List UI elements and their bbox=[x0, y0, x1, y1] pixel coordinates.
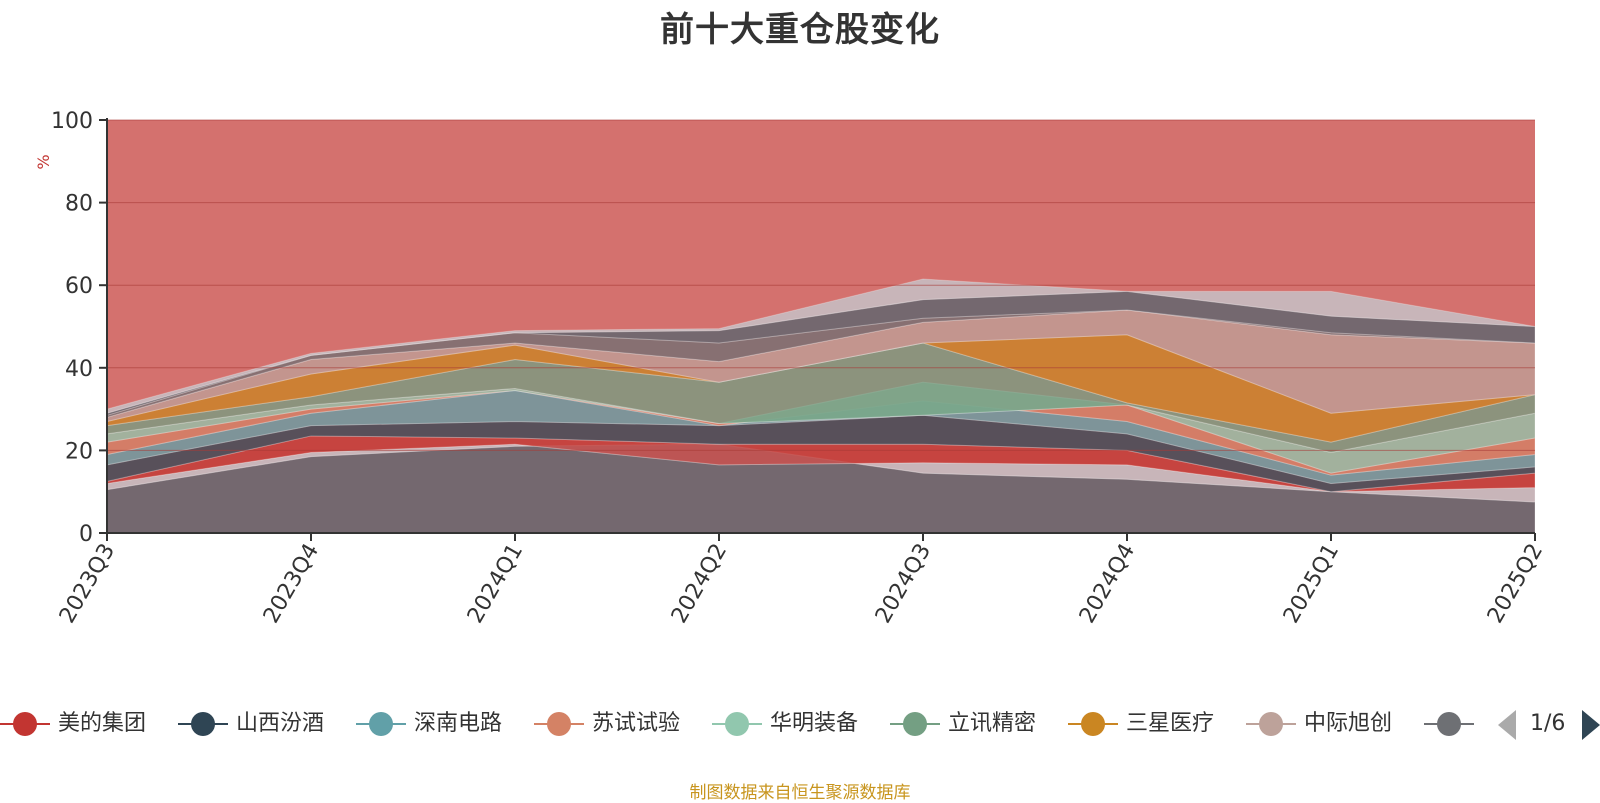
legend-dot-icon bbox=[1437, 712, 1461, 736]
legend-label: 三星医疗 bbox=[1126, 711, 1215, 736]
y-tick-label: 20 bbox=[65, 439, 93, 464]
x-tick-labels: 2023Q3 2023Q4 2024Q1 2024Q2 2024Q3 2024Q4 2025… bbox=[55, 540, 1548, 628]
area-bands bbox=[106, 278, 1536, 534]
legend-dot-icon bbox=[191, 712, 215, 736]
grid-lines bbox=[107, 119, 1535, 451]
legend-items: 美的集团 山西汾酒 深南电路 苏试试验 华明装备 立讯精密 三星医疗 中际旭创 洋河股份 bbox=[0, 704, 1482, 744]
legend-item[interactable]: 洋河股份 bbox=[1424, 704, 1482, 744]
legend-pager: 1/6 bbox=[1498, 704, 1600, 744]
x-tick-label: 2024Q1 bbox=[463, 540, 528, 628]
y-axis-label: % bbox=[34, 154, 53, 169]
legend-item[interactable]: 立讯精密 bbox=[890, 704, 1060, 744]
pager-prev-icon[interactable] bbox=[1498, 710, 1516, 740]
axes bbox=[99, 118, 1536, 541]
legend-dot-icon bbox=[369, 712, 393, 736]
legend-dot-icon bbox=[1081, 712, 1105, 736]
legend-label: 立讯精密 bbox=[948, 711, 1037, 736]
x-tick-label: 2023Q3 bbox=[55, 540, 120, 628]
pager-next-icon[interactable] bbox=[1582, 710, 1600, 740]
x-tick-label: 2024Q2 bbox=[667, 540, 732, 628]
pager-page-text: 1/6 bbox=[1530, 711, 1566, 736]
area-band-2 bbox=[106, 435, 1536, 493]
legend-dot-icon bbox=[1259, 712, 1283, 736]
y-tick-labels: 0 20 40 60 80 100 bbox=[51, 109, 93, 547]
legend-dot-icon bbox=[13, 712, 37, 736]
legend-item[interactable]: 华明装备 bbox=[712, 704, 882, 744]
legend-label: 苏试试验 bbox=[592, 711, 681, 736]
y-tick-label: 40 bbox=[65, 357, 93, 382]
area-band-8 bbox=[106, 334, 1536, 443]
legend-item[interactable]: 深南电路 bbox=[356, 704, 526, 744]
legend-dot-icon bbox=[547, 712, 571, 736]
legend-item[interactable]: 美的集团 bbox=[0, 704, 170, 744]
area-band-3 bbox=[106, 414, 1536, 493]
legend-label: 华明装备 bbox=[770, 711, 859, 736]
y-tick-label: 80 bbox=[65, 192, 93, 217]
x-tick-label: 2024Q4 bbox=[1075, 540, 1140, 628]
area-band-12 bbox=[106, 278, 1536, 414]
chart-title: 前十大重仓股变化 bbox=[660, 10, 940, 50]
legend-dot-icon bbox=[903, 712, 927, 736]
legend-item[interactable]: 三星医疗 bbox=[1068, 704, 1238, 744]
source-note: 制图数据来自恒生聚源数据库 bbox=[689, 783, 911, 803]
x-tick-label: 2025Q1 bbox=[1279, 540, 1344, 628]
legend-item[interactable]: 山西汾酒 bbox=[178, 704, 348, 744]
y-tick-label: 0 bbox=[79, 522, 93, 547]
legend-label: 山西汾酒 bbox=[236, 711, 325, 736]
y-tick-label: 60 bbox=[65, 274, 93, 299]
x-tick-label: 2023Q4 bbox=[259, 540, 324, 628]
legend-label: 美的集团 bbox=[58, 711, 147, 736]
legend-item[interactable]: 中际旭创 bbox=[1246, 704, 1416, 744]
legend-label: 中际旭创 bbox=[1304, 711, 1393, 736]
area-band-10 bbox=[106, 309, 1536, 419]
x-tick-label: 2025Q2 bbox=[1483, 540, 1548, 628]
area-band-1 bbox=[106, 443, 1536, 503]
legend-label: 深南电路 bbox=[414, 711, 503, 736]
y-tick-label: 100 bbox=[51, 109, 93, 134]
x-tick-label: 2024Q3 bbox=[871, 540, 936, 628]
legend-dot-icon bbox=[725, 712, 749, 736]
legend: 美的集团 山西汾酒 深南电路 苏试试验 华明装备 立讯精密 三星医疗 中际旭创 洋河股份 1/6 bbox=[0, 704, 1600, 744]
legend-item[interactable]: 苏试试验 bbox=[534, 704, 704, 744]
